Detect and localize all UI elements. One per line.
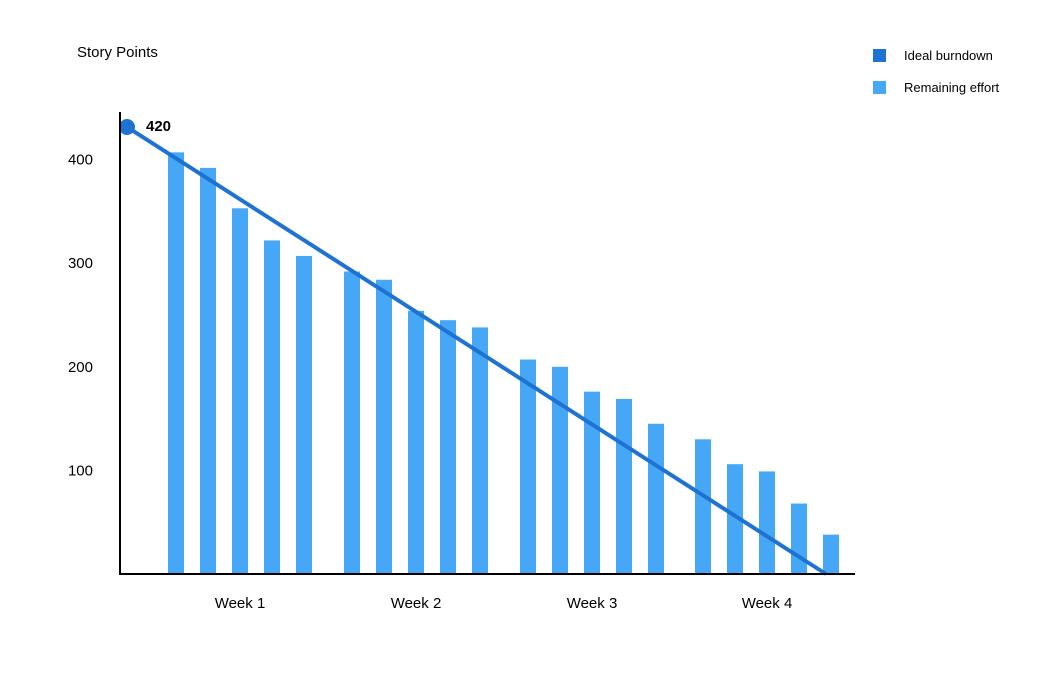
x-labels-layer: Week 1 Week 2 Week 3 Week 4: [215, 595, 793, 612]
remaining-effort-bar: [727, 464, 743, 574]
legend-label-ideal: Ideal burndown: [904, 48, 993, 63]
remaining-effort-bar: [408, 310, 424, 574]
remaining-effort-bar: [823, 534, 839, 574]
remaining-effort-bar: [296, 255, 312, 574]
remaining-effort-bar: [232, 208, 248, 575]
y-tick-label: 400: [68, 152, 93, 169]
remaining-effort-bar: [200, 167, 216, 574]
remaining-effort-bar: [520, 359, 536, 574]
legend: Ideal burndown Remaining effort: [873, 48, 1000, 95]
remaining-effort-bar: [584, 391, 600, 574]
remaining-effort-bar: [344, 271, 360, 574]
legend-label-remaining: Remaining effort: [904, 80, 1000, 95]
remaining-effort-bar: [616, 398, 632, 574]
remaining-effort-bar: [759, 471, 775, 574]
ticks-layer: 100 200 300 400: [68, 152, 93, 480]
remaining-effort-bar: [376, 279, 392, 574]
remaining-effort-bar: [472, 327, 488, 574]
legend-swatch-remaining: [873, 81, 886, 94]
remaining-effort-bar: [648, 423, 664, 574]
ideal-start-point: [119, 119, 135, 135]
bars-layer: [168, 152, 839, 575]
y-tick-label: 100: [68, 462, 93, 479]
x-group-label: Week 2: [391, 595, 442, 612]
legend-swatch-ideal: [873, 49, 886, 62]
x-group-label: Week 1: [215, 595, 266, 612]
ideal-start-label: 420: [146, 118, 171, 135]
line-layer: 420: [119, 118, 828, 576]
x-group-label: Week 4: [742, 595, 793, 612]
remaining-effort-bar: [440, 320, 456, 574]
remaining-effort-bar: [791, 503, 807, 574]
y-axis-label: Story Points: [77, 44, 158, 61]
y-tick-label: 300: [68, 255, 93, 272]
ideal-burndown-line: [125, 125, 828, 576]
remaining-effort-bar: [264, 240, 280, 574]
x-group-label: Week 3: [567, 595, 618, 612]
y-tick-label: 200: [68, 359, 93, 376]
remaining-effort-bar: [695, 439, 711, 574]
remaining-effort-bar: [552, 366, 568, 574]
remaining-effort-bar: [168, 152, 184, 574]
